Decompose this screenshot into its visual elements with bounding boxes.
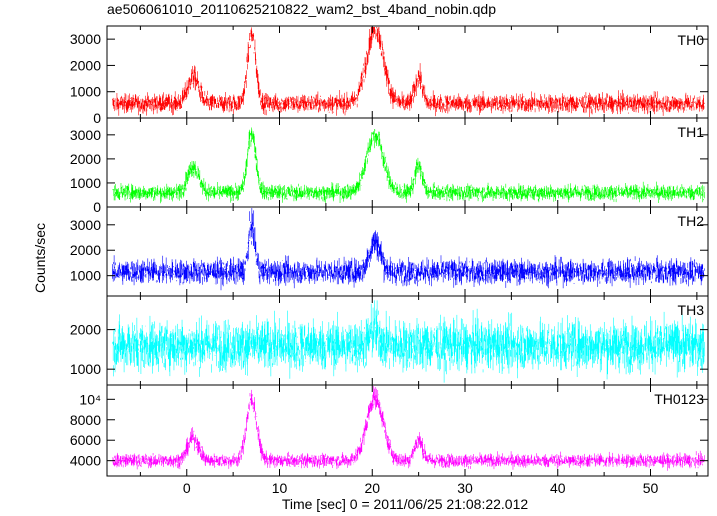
y-tick-label: 3000	[70, 217, 101, 233]
x-tick-label: 10	[272, 480, 288, 496]
panel-label-th2: TH2	[678, 213, 705, 229]
panel-label-th0: TH0	[678, 32, 705, 48]
y-tick-label: 2000	[70, 151, 101, 167]
chart-title: ae506061010_20110625210822_wam2_bst_4ban…	[107, 1, 496, 17]
y-tick-label: 1000	[70, 175, 101, 191]
y-tick-label: 1000	[70, 268, 101, 284]
y-tick-label: 1000	[70, 361, 101, 377]
y-tick-label: 8000	[70, 412, 101, 428]
y-axis-label: Counts/sec	[32, 222, 48, 294]
y-tick-label: 10⁴	[79, 391, 101, 407]
y-tick-label: 2000	[70, 322, 101, 338]
series-th3	[112, 300, 705, 383]
y-tick-label: 0	[93, 110, 101, 126]
series-th1	[112, 127, 705, 204]
x-tick-label: 50	[643, 480, 659, 496]
x-tick-label: 40	[550, 480, 566, 496]
y-tick-label: 4000	[70, 453, 101, 469]
x-tick-label: 20	[364, 480, 380, 496]
y-tick-label: 6000	[70, 432, 101, 448]
panel-frame-th0123	[106, 384, 709, 477]
x-axis-label: Time [sec] 0 = 2011/06/25 21:08:22.012	[281, 496, 529, 512]
panel-label-th0123: TH0123	[654, 391, 704, 407]
series-th2	[112, 208, 705, 291]
panel-frame-th2	[106, 206, 709, 297]
x-tick-label: 0	[183, 480, 191, 496]
panel-label-th1: TH1	[678, 124, 705, 140]
y-tick-label: 1000	[70, 84, 101, 100]
y-tick-label: 2000	[70, 57, 101, 73]
series-th0	[112, 27, 705, 117]
y-tick-label: 0	[93, 199, 101, 215]
y-tick-label: 3000	[70, 127, 101, 143]
series-th0123	[112, 386, 705, 471]
panel-label-th3: TH3	[678, 302, 705, 318]
x-tick-label: 30	[457, 480, 473, 496]
y-tick-label: 3000	[70, 31, 101, 47]
y-tick-label: 2000	[70, 242, 101, 258]
